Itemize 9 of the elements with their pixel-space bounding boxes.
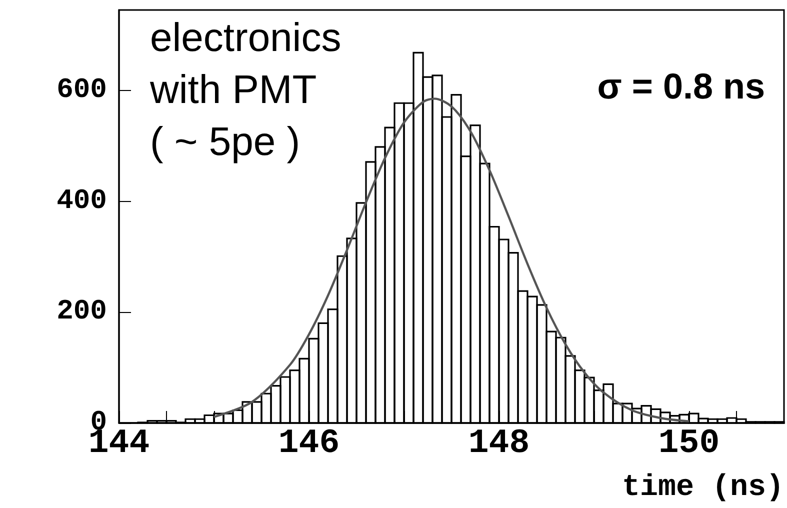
- x-tick-label: 150: [658, 425, 720, 463]
- annotation: electronics with PMT ( ~ 5pe ): [149, 16, 342, 164]
- x-tick-label: 146: [278, 425, 340, 463]
- annotation: σ = 0.8 ns: [597, 66, 766, 106]
- x-tick-label: 148: [468, 425, 530, 463]
- y-tick-label: 200: [56, 296, 107, 328]
- y-tick-label: 400: [56, 186, 107, 217]
- x-axis-title: time (ns): [622, 471, 784, 505]
- y-tick-label: 600: [56, 74, 107, 106]
